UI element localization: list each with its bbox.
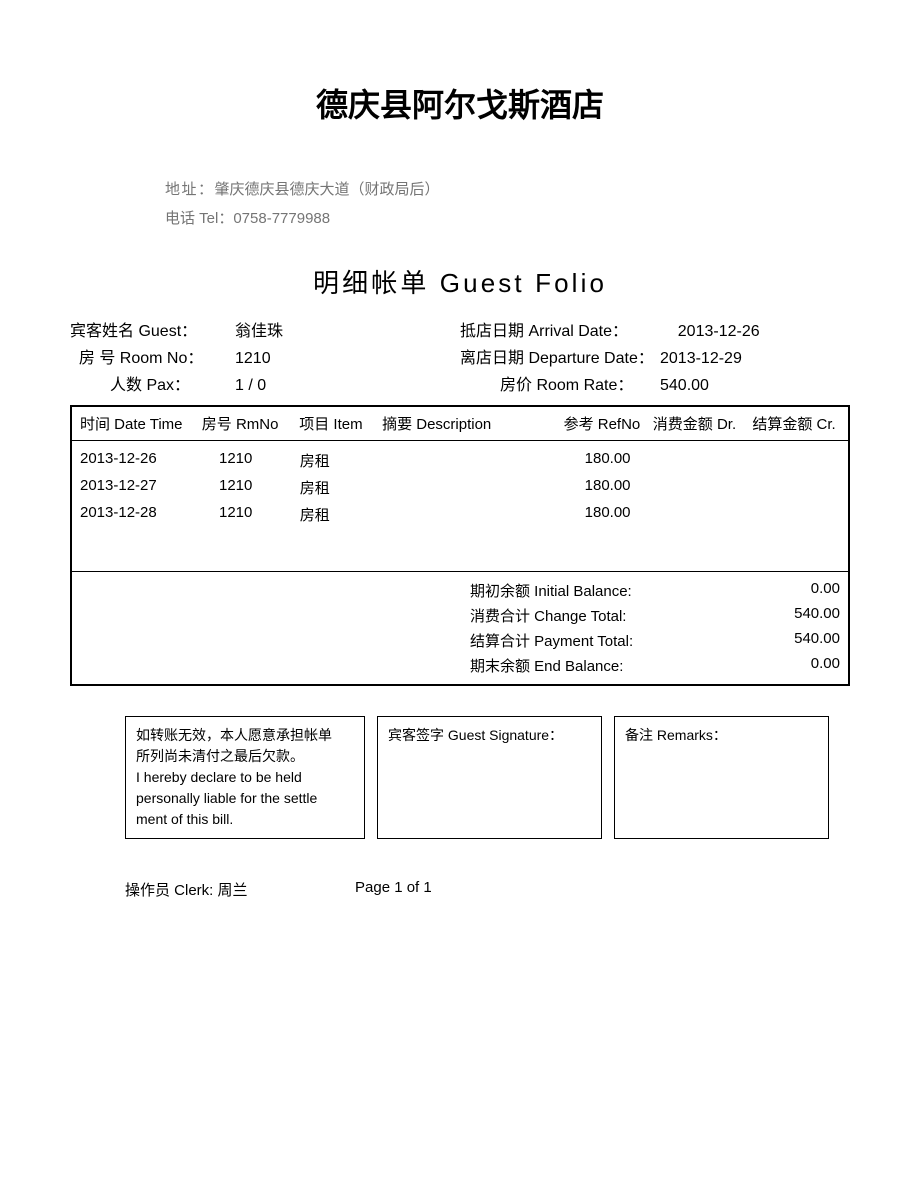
guest-departure-label: 离店日期 Departure Date： — [460, 345, 660, 372]
cell-refno: 180.00 — [514, 450, 641, 471]
cell-item: 房租 — [300, 450, 383, 471]
total-payment-row: 结算合计 Payment Total: 540.00 — [80, 628, 840, 653]
guest-left-col: 宾客姓名 Guest： 翁佳珠 房 号 Room No： 1210 人数 Pax… — [70, 318, 460, 400]
cell-item: 房租 — [300, 504, 383, 525]
total-change-value: 540.00 — [750, 605, 840, 626]
cell-datetime: 2013-12-28 — [80, 504, 202, 525]
header-desc: 摘要 Description — [382, 413, 514, 434]
total-payment-value: 540.00 — [750, 630, 840, 651]
page-indicator: Page 1 of 1 — [355, 879, 432, 900]
cell-desc — [382, 450, 513, 471]
total-initial-row: 期初余额 Initial Balance: 0.00 — [80, 578, 840, 603]
cell-rmno: 1210 — [202, 504, 300, 525]
guest-rate-row: 房价 Room Rate： 540.00 — [460, 372, 850, 399]
folio-table: 时间 Date Time 房号 RmNo 项目 Item 摘要 Descript… — [70, 405, 850, 686]
table-body: 2013-12-261210房租180.002013-12-271210房租18… — [72, 441, 848, 571]
table-totals: 期初余额 Initial Balance: 0.00 消费合计 Change T… — [72, 571, 848, 684]
total-initial-label: 期初余额 Initial Balance: — [470, 580, 750, 601]
table-header: 时间 Date Time 房号 RmNo 项目 Item 摘要 Descript… — [72, 407, 848, 441]
header-datetime: 时间 Date Time — [80, 413, 202, 434]
folio-title: 明细帐单 Guest Folio — [70, 263, 850, 300]
cell-rmno: 1210 — [202, 450, 300, 471]
clerk-label: 操作员 Clerk: 周兰 — [125, 879, 355, 900]
total-end-label: 期末余额 End Balance: — [470, 655, 750, 676]
declare-en1: I hereby declare to be held — [136, 767, 354, 788]
guest-room-value: 1210 — [235, 345, 271, 372]
declare-box: 如转账无效，本人愿意承担帐单 所列尚未清付之最后欠款。 I hereby dec… — [125, 716, 365, 839]
cell-refno: 180.00 — [514, 504, 641, 525]
header-rmno: 房号 RmNo — [202, 413, 299, 434]
address-value: 肇庆德庆县德庆大道（财政局后） — [215, 181, 440, 198]
cell-refno: 180.00 — [514, 477, 641, 498]
table-row: 2013-12-271210房租 180.00 — [80, 474, 840, 501]
cell-cr — [752, 504, 840, 525]
guest-info: 宾客姓名 Guest： 翁佳珠 房 号 Room No： 1210 人数 Pax… — [70, 318, 850, 400]
cell-dr — [641, 450, 753, 471]
cell-desc — [382, 504, 513, 525]
guest-name-value: 翁佳珠 — [235, 318, 283, 345]
cell-dr — [641, 477, 753, 498]
total-change-row: 消费合计 Change Total: 540.00 — [80, 603, 840, 628]
total-change-label: 消费合计 Change Total: — [470, 605, 750, 626]
hotel-tel-row: 电话 Tel：0758-7779988 — [165, 205, 850, 234]
tel-label: 电话 Tel： — [165, 210, 233, 227]
guest-name-label: 宾客姓名 Guest： — [70, 318, 235, 345]
guest-pax-row: 人数 Pax： 1 / 0 — [70, 372, 460, 399]
signature-box: 宾客签字 Guest Signature： — [377, 716, 602, 839]
total-end-row: 期末余额 End Balance: 0.00 — [80, 653, 840, 678]
guest-pax-value: 1 / 0 — [235, 372, 266, 399]
footer-boxes: 如转账无效，本人愿意承担帐单 所列尚未清付之最后欠款。 I hereby dec… — [125, 716, 850, 839]
hotel-address-row: 地址：肇庆德庆县德庆大道（财政局后） — [165, 176, 850, 205]
cell-cr — [752, 450, 840, 471]
tel-value: 0758-7779988 — [233, 210, 330, 227]
cell-datetime: 2013-12-27 — [80, 477, 202, 498]
hotel-info: 地址：肇庆德庆县德庆大道（财政局后） 电话 Tel：0758-7779988 — [165, 176, 850, 233]
guest-rate-value: 540.00 — [660, 372, 709, 399]
total-payment-label: 结算合计 Payment Total: — [470, 630, 750, 651]
guest-rate-label: 房价 Room Rate： — [460, 372, 660, 399]
header-dr: 消费金额 Dr. — [640, 413, 752, 434]
table-row: 2013-12-261210房租 180.00 — [80, 447, 840, 474]
remarks-box: 备注 Remarks： — [614, 716, 829, 839]
declare-en2: personally liable for the settle — [136, 788, 354, 809]
table-row: 2013-12-281210房租 180.00 — [80, 501, 840, 528]
guest-arrival-label: 抵店日期 Arrival Date： — [460, 318, 660, 345]
cell-rmno: 1210 — [202, 477, 300, 498]
address-label: 地址： — [165, 181, 215, 198]
guest-departure-row: 离店日期 Departure Date： 2013-12-29 — [460, 345, 850, 372]
declare-en3: ment of this bill. — [136, 809, 354, 830]
cell-desc — [382, 477, 513, 498]
guest-room-row: 房 号 Room No： 1210 — [70, 345, 460, 372]
remarks-label: 备注 Remarks： — [625, 727, 727, 743]
total-end-value: 0.00 — [750, 655, 840, 676]
hotel-title: 德庆县阿尔戈斯酒店 — [70, 80, 850, 126]
cell-datetime: 2013-12-26 — [80, 450, 202, 471]
total-initial-value: 0.00 — [750, 580, 840, 601]
guest-arrival-value: 2013-12-26 — [660, 318, 760, 345]
guest-departure-value: 2013-12-29 — [660, 345, 742, 372]
guest-pax-label: 人数 Pax： — [70, 372, 235, 399]
guest-room-label: 房 号 Room No： — [70, 345, 235, 372]
guest-name-row: 宾客姓名 Guest： 翁佳珠 — [70, 318, 460, 345]
header-refno: 参考 RefNo — [514, 413, 641, 434]
declare-cn1: 如转账无效，本人愿意承担帐单 — [136, 725, 354, 746]
cell-dr — [641, 504, 753, 525]
header-cr: 结算金额 Cr. — [752, 413, 840, 434]
declare-cn2: 所列尚未清付之最后欠款。 — [136, 746, 354, 767]
guest-right-col: 抵店日期 Arrival Date： 2013-12-26 离店日期 Depar… — [460, 318, 850, 400]
clerk-row: 操作员 Clerk: 周兰 Page 1 of 1 — [125, 879, 850, 900]
cell-item: 房租 — [300, 477, 383, 498]
guest-arrival-row: 抵店日期 Arrival Date： 2013-12-26 — [460, 318, 850, 345]
signature-label: 宾客签字 Guest Signature： — [388, 727, 563, 743]
cell-cr — [752, 477, 840, 498]
header-item: 项目 Item — [299, 413, 382, 434]
